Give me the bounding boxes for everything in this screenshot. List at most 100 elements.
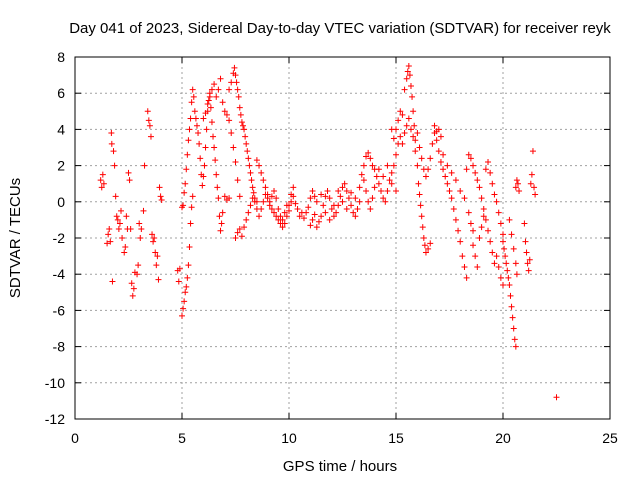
data-point xyxy=(508,231,515,238)
data-point xyxy=(248,177,255,184)
x-tick-label: 5 xyxy=(178,430,186,446)
data-point xyxy=(234,177,241,184)
data-point xyxy=(508,303,515,310)
data-point xyxy=(500,282,506,289)
data-point xyxy=(442,173,449,180)
data-point xyxy=(487,169,494,176)
data-point xyxy=(281,220,288,227)
y-tick-label: -6 xyxy=(53,302,66,318)
data-point xyxy=(196,140,203,147)
data-point xyxy=(281,209,288,216)
data-point xyxy=(307,222,314,229)
data-point xyxy=(478,195,485,202)
data-point xyxy=(369,195,376,202)
data-point xyxy=(186,126,193,133)
data-point xyxy=(296,213,303,220)
data-point xyxy=(440,166,447,173)
data-point xyxy=(450,206,457,213)
data-point xyxy=(497,220,504,227)
data-point xyxy=(412,137,419,144)
data-point xyxy=(266,198,273,205)
data-point xyxy=(401,86,408,93)
data-point xyxy=(226,86,233,93)
data-point xyxy=(108,140,115,147)
data-point xyxy=(457,238,464,245)
y-tick-label: 0 xyxy=(57,194,65,210)
data-point xyxy=(474,177,481,184)
data-point xyxy=(320,202,327,209)
data-point xyxy=(386,177,393,184)
data-point xyxy=(305,204,312,211)
data-point xyxy=(211,81,218,88)
data-point xyxy=(328,206,335,213)
y-tick-label: -12 xyxy=(45,411,65,427)
data-point xyxy=(500,231,506,238)
x-tick-label: 0 xyxy=(71,430,79,446)
data-point xyxy=(234,86,241,93)
data-point xyxy=(313,198,320,205)
data-point xyxy=(467,155,474,162)
data-point xyxy=(493,253,500,260)
data-point xyxy=(215,86,222,93)
data-point xyxy=(463,166,470,173)
data-point xyxy=(378,187,385,194)
data-point xyxy=(292,200,299,207)
data-point xyxy=(354,206,361,213)
data-point xyxy=(155,276,162,283)
data-point xyxy=(465,151,472,158)
data-point xyxy=(197,155,204,162)
data-point xyxy=(521,220,528,227)
data-point xyxy=(237,111,244,118)
data-point xyxy=(501,245,508,252)
data-point xyxy=(343,206,350,213)
data-point xyxy=(108,130,115,137)
data-point xyxy=(427,155,434,162)
data-point xyxy=(444,162,451,169)
data-point xyxy=(409,93,416,100)
data-point xyxy=(367,206,374,213)
data-point xyxy=(114,216,121,223)
data-point xyxy=(275,216,282,223)
data-point xyxy=(512,343,519,350)
data-point xyxy=(253,157,260,164)
data-point xyxy=(247,202,254,209)
data-point xyxy=(348,189,355,196)
data-point xyxy=(375,166,382,173)
data-point xyxy=(311,211,318,218)
data-point xyxy=(271,209,278,216)
data-point xyxy=(205,97,212,104)
data-point xyxy=(154,253,161,260)
data-point xyxy=(250,189,257,196)
data-point xyxy=(472,253,479,260)
data-point xyxy=(418,213,425,220)
data-point xyxy=(236,104,243,111)
data-point xyxy=(448,195,455,202)
data-point xyxy=(485,227,492,234)
data-point xyxy=(204,101,211,108)
data-point xyxy=(390,135,397,142)
data-point xyxy=(341,180,348,187)
data-point xyxy=(140,207,147,214)
data-point xyxy=(273,195,280,202)
data-point xyxy=(286,207,292,214)
data-point xyxy=(510,325,517,332)
data-point xyxy=(330,213,337,220)
data-point xyxy=(106,225,113,232)
data-point xyxy=(356,184,363,191)
data-point xyxy=(223,111,230,118)
data-point xyxy=(249,195,256,202)
data-point xyxy=(184,274,191,281)
data-point xyxy=(380,173,387,180)
data-point xyxy=(146,122,153,129)
data-point xyxy=(452,177,459,184)
data-point xyxy=(322,209,329,216)
data-point xyxy=(419,224,426,231)
data-point xyxy=(510,245,517,252)
data-point xyxy=(216,213,223,220)
data-point xyxy=(283,213,290,220)
data-point xyxy=(516,187,523,194)
data-point xyxy=(360,177,367,184)
data-point xyxy=(410,133,417,140)
data-point xyxy=(243,216,250,223)
